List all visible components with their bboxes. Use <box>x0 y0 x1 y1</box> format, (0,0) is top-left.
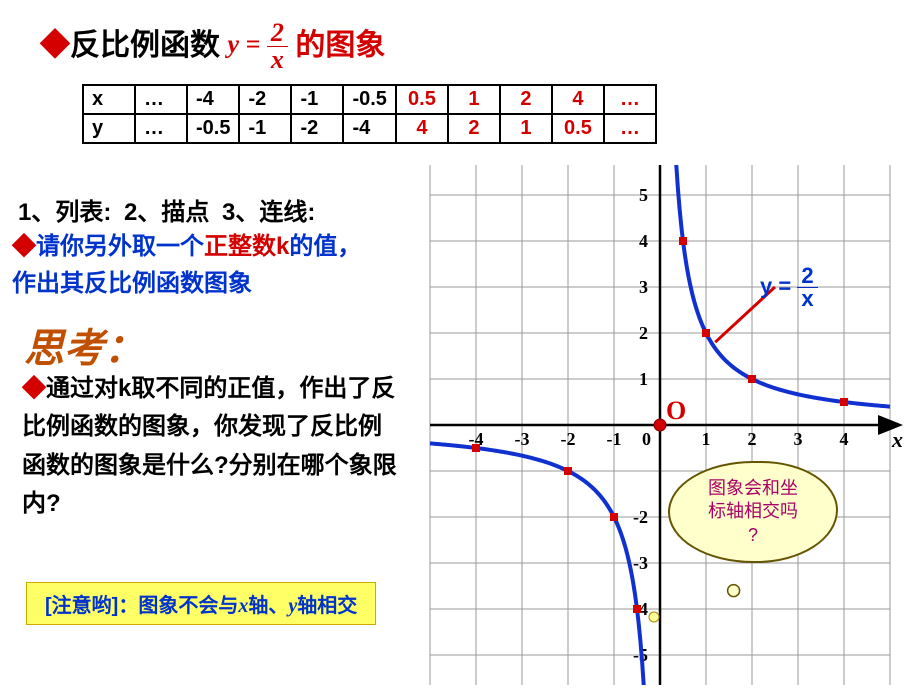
graph-container: -4-3-2-11234123456-2-3-4-5-6xy0O y = 2x … <box>410 165 910 685</box>
x-cell: 0.5 <box>396 85 448 114</box>
y-cell: -4 <box>343 114 395 143</box>
svg-text:0: 0 <box>642 429 651 449</box>
svg-text:3: 3 <box>639 277 648 297</box>
table-row-y: y … -0.5 -1 -2 -4 4 2 1 0.5 … <box>83 114 656 143</box>
callout-line: 标轴相交吗 <box>708 501 798 521</box>
title-prefix: 反比例函数 <box>70 29 220 62</box>
diamond-icon: ◆ <box>22 375 46 402</box>
data-table: x … -4 -2 -1 -0.5 0.5 1 2 4 … y … -0.5 -… <box>82 84 657 144</box>
y-cell: 1 <box>500 114 552 143</box>
steps-line: 1、列表: 2、描点 3、连线: <box>18 192 321 227</box>
x-cell: 4 <box>552 85 604 114</box>
note-mid: 轴、 <box>248 595 288 617</box>
svg-text:-3: -3 <box>515 429 530 449</box>
note-prefix: [注意哟]：图象不会与 <box>45 595 238 617</box>
svg-text:-2: -2 <box>633 507 648 527</box>
svg-text:1: 1 <box>639 369 648 389</box>
step-3: 3、连线: <box>222 199 315 226</box>
callout-line: ? <box>748 525 758 545</box>
y-cell: -1 <box>239 114 291 143</box>
step-2: 2、描点 <box>124 199 209 226</box>
fraction: 2x <box>797 265 817 310</box>
fraction-num: 2 <box>797 265 817 288</box>
note-suffix: 轴相交 <box>297 595 357 617</box>
svg-text:3: 3 <box>794 429 803 449</box>
svg-text:O: O <box>666 396 686 425</box>
dots: … <box>604 85 656 114</box>
x-cell: -1 <box>291 85 343 114</box>
prompt1-line2: 作出其反比例函数图象 <box>12 270 252 297</box>
svg-text:-1: -1 <box>607 429 622 449</box>
curve-label-prefix: y = <box>760 273 797 298</box>
prompt-2: ◆通过对k取不同的正值，作出了反比例函数的图象，你发现了反比例函数的图象是什么?… <box>22 370 402 524</box>
y-cell: 4 <box>396 114 448 143</box>
y-cell: -0.5 <box>187 114 239 143</box>
callout-line: 图象会和坐 <box>708 478 798 498</box>
table-row-x: x … -4 -2 -1 -0.5 0.5 1 2 4 … <box>83 85 656 114</box>
fraction-num: 2 <box>267 20 288 47</box>
prompt1-a: 请你另外取一个 <box>36 233 204 260</box>
dots: … <box>604 114 656 143</box>
note-y: y <box>288 595 297 617</box>
x-cell: -4 <box>187 85 239 114</box>
diamond-icon: ◆ <box>40 29 70 62</box>
svg-text:-3: -3 <box>633 553 648 573</box>
y-cell: -2 <box>291 114 343 143</box>
prompt2-text: 通过对k取不同的正值，作出了反比例函数的图象，你发现了反比例函数的图象是什么?分… <box>22 375 397 517</box>
svg-text:2: 2 <box>639 323 648 343</box>
graph-svg: -4-3-2-11234123456-2-3-4-5-6xy0O <box>410 165 910 685</box>
x-cell: -0.5 <box>343 85 395 114</box>
y-cell: 0.5 <box>552 114 604 143</box>
dots: … <box>135 85 187 114</box>
svg-text:5: 5 <box>639 185 648 205</box>
fraction-den: x <box>267 47 288 73</box>
callout-bubble: 图象会和坐 标轴相交吗 ? <box>668 461 838 563</box>
step-1: 1、列表: <box>18 199 111 226</box>
svg-text:1: 1 <box>702 429 711 449</box>
svg-text:2: 2 <box>748 429 757 449</box>
prompt-1: ◆请你另外取一个正整数k的值， 作出其反比例函数图象 <box>12 228 412 302</box>
fraction: 2 x <box>267 20 288 73</box>
formula-lhs: y = <box>228 29 261 58</box>
note-x: x <box>238 595 248 617</box>
x-cell: 1 <box>448 85 500 114</box>
row-label-x: x <box>83 85 135 114</box>
diamond-icon: ◆ <box>12 233 36 260</box>
svg-text:x: x <box>891 427 903 452</box>
title-formula: y = 2 x <box>228 20 288 73</box>
prompt1-c: 的值， <box>289 233 361 260</box>
x-cell: -2 <box>239 85 291 114</box>
row-label-y: y <box>83 114 135 143</box>
svg-text:4: 4 <box>840 429 849 449</box>
dots: … <box>135 114 187 143</box>
page-title: ◆反比例函数 y = 2 x 的图象 <box>40 20 385 75</box>
y-cell: 2 <box>448 114 500 143</box>
prompt1-b: 正整数k <box>204 233 289 260</box>
x-cell: 2 <box>500 85 552 114</box>
title-suffix: 的图象 <box>295 29 385 62</box>
fraction-den: x <box>797 288 817 310</box>
note-box: [注意哟]：图象不会与x轴、y轴相交 <box>26 582 376 625</box>
svg-text:4: 4 <box>639 231 648 251</box>
think-heading: 思考： <box>24 316 144 374</box>
svg-text:-2: -2 <box>561 429 576 449</box>
curve-label: y = 2x <box>760 265 818 310</box>
